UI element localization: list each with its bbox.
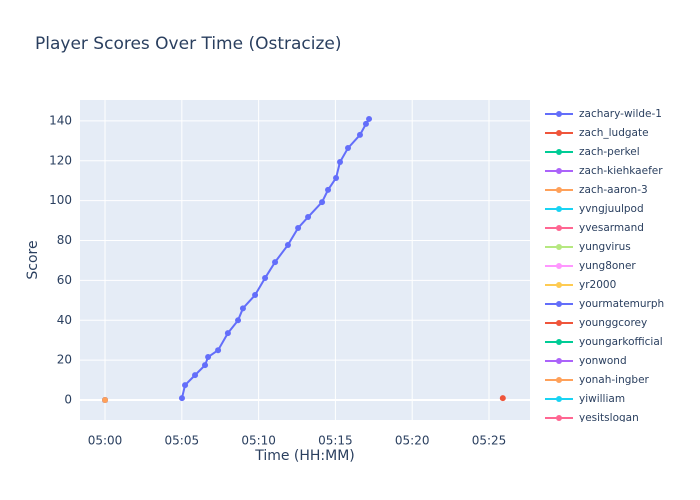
data-point [202,362,209,369]
data-point [366,115,373,122]
data-point [252,291,259,298]
legend-marker [556,263,562,269]
data-point [182,382,189,389]
legend-marker [556,396,562,402]
legend-marker [556,206,562,212]
legend-label[interactable]: zachary-wilde-1 [579,108,662,120]
plot-area [102,115,506,404]
legend-label[interactable]: younggcorey [579,317,647,329]
data-point [305,214,312,221]
legend-marker [556,377,562,383]
legend-marker [556,301,562,307]
legend-label[interactable]: zach-aaron-3 [579,184,648,196]
x-tick-label: 05:05 [165,434,200,448]
data-point [362,120,369,127]
data-point [325,186,332,193]
y-tick-label: 100 [49,193,72,207]
data-point [205,353,212,360]
legend-label[interactable]: zach-perkel [579,146,640,158]
data-point [337,159,344,166]
legend-label[interactable]: yonwond [579,355,627,367]
legend-label[interactable]: yung8oner [579,260,636,272]
legend-marker [556,358,562,364]
data-point [192,372,199,379]
data-point [319,199,326,206]
data-point [356,131,363,138]
data-point [284,241,291,248]
data-point [272,259,279,266]
legend-marker [556,130,562,136]
x-tick-label: 05:15 [318,434,353,448]
data-point [239,305,246,312]
y-tick-label: 0 [64,393,72,407]
x-tick-label: 05:20 [395,434,430,448]
y-tick-label: 20 [57,353,72,367]
y-tick-label: 40 [57,313,72,327]
x-tick-label: 05:10 [241,434,276,448]
data-point [102,397,109,404]
legend-label[interactable]: zach-kiehkaefer [579,165,663,177]
legend-label[interactable]: yvngjuulpod [579,203,644,215]
y-tick-label: 80 [57,233,72,247]
y-axis-title: Score [25,240,41,279]
data-point [224,330,231,337]
x-tick-label: 05:25 [472,434,507,448]
legend-label[interactable]: yesitslogan [579,412,639,424]
legend-marker [556,149,562,155]
legend-label[interactable]: yonah-ingber [579,374,650,386]
data-point [215,347,222,354]
legend-marker [556,187,562,193]
legend-marker [556,244,562,250]
plot-background [80,100,530,420]
legend-label[interactable]: zach_ludgate [579,127,649,139]
data-point [178,395,185,402]
data-point [345,145,352,152]
legend-label[interactable]: yvesarmand [579,222,644,234]
x-tick-label: 05:00 [88,434,123,448]
y-tick-label: 140 [49,113,72,127]
legend-marker [556,339,562,345]
chart-title: Player Scores Over Time (Ostracize) [35,34,342,54]
legend-label[interactable]: yourmatemurph [579,298,664,310]
legend-label[interactable]: yr2000 [579,279,616,291]
legend-marker [556,225,562,231]
legend-marker [556,320,562,326]
data-point [262,275,269,282]
data-point [235,317,242,324]
data-point [333,174,340,181]
legend[interactable]: zachary-wilde-1 zach_ludgate zach-perkel za… [545,108,664,424]
legend-label[interactable]: youngarkofficial [579,336,663,348]
data-point [499,395,506,402]
legend-label[interactable]: yungvirus [579,241,631,253]
data-point [295,225,302,231]
grid [80,100,530,420]
y-tick-label: 60 [57,273,72,287]
legend-label[interactable]: yiwilliam [579,393,625,405]
legend-marker [556,415,562,421]
y-tick-label: 120 [49,153,72,167]
x-axis-title: Time (HH:MM) [254,448,355,464]
legend-marker [556,168,562,174]
legend-marker [556,111,562,117]
legend-marker [556,282,562,288]
